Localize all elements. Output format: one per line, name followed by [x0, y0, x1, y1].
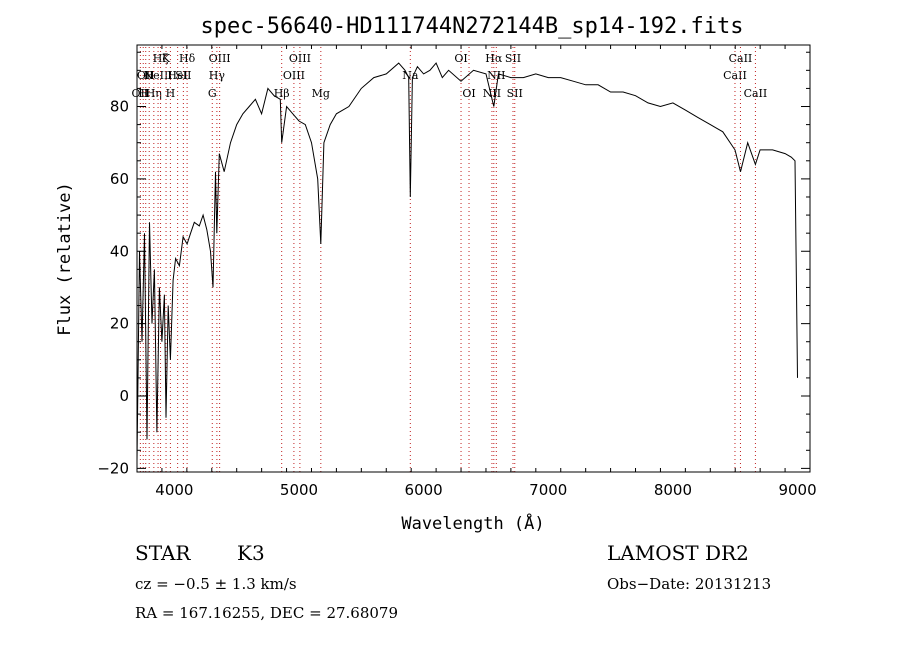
line-marker-label: SII	[175, 69, 191, 82]
line-marker-label: SII	[505, 52, 521, 65]
line-marker-label: OI	[462, 87, 475, 100]
line-marker-label: OIII	[289, 52, 311, 65]
line-marker-label: Hδ	[179, 52, 196, 65]
line-marker-label: HeI	[167, 69, 187, 82]
chart-title: spec-56640-HD111744N272144B_sp14-192.fit…	[200, 14, 743, 39]
y-tick-label: 60	[110, 170, 129, 188]
line-marker-label: OII	[132, 87, 150, 100]
x-tick-label: 4000	[155, 481, 193, 499]
line-marker-label: H	[166, 87, 176, 100]
y-axis: −20 0 20 40 60 80	[97, 51, 810, 477]
line-marker-label: Hζ	[153, 52, 169, 65]
coordinates: RA = 167.16255, DEC = 27.68079	[135, 604, 399, 622]
line-marker-label: Hη	[146, 87, 162, 100]
line-marker-label: NII	[487, 69, 505, 82]
x-axis-label: Wavelength (Å)	[401, 512, 544, 534]
survey-name: LAMOST DR2	[607, 541, 749, 565]
line-marker-label: Hβ	[274, 87, 290, 100]
obs-date: Obs−Date: 20131213	[607, 575, 772, 593]
y-tick-label: 20	[110, 315, 129, 333]
line-marker-label: OI	[454, 52, 467, 65]
line-marker-label: Na	[402, 69, 419, 82]
line-marker-label: OII	[137, 69, 155, 82]
line-marker-label: OIII	[209, 52, 231, 65]
line-marker-label: Mg	[312, 87, 330, 100]
line-marker-label: Hγ	[209, 69, 226, 82]
line-markers: OIIHOIIHHηNeIIIHζKHHeISIIHδGHγOIIIHβOIII…	[132, 47, 768, 472]
x-tick-label: 5000	[280, 481, 318, 499]
line-marker-label: H	[144, 69, 154, 82]
spectrum-line	[136, 62, 798, 462]
line-marker-label: Hα	[485, 52, 503, 65]
x-tick-label: 8000	[654, 481, 692, 499]
subclass: K3	[237, 541, 265, 565]
x-axis: 4000 5000 6000 7000 8000 9000	[136, 45, 817, 499]
line-marker-label: SII	[507, 87, 523, 100]
line-marker-label: CaII	[723, 69, 747, 82]
redshift-text: cz = −0.5 ± 1.3 km/s	[135, 575, 297, 593]
line-marker-label: CaII	[744, 87, 768, 100]
line-marker-label: CaII	[729, 52, 753, 65]
line-marker-label: K	[162, 52, 171, 65]
line-marker-label: NeIII	[143, 69, 172, 82]
y-axis-label: Flux (relative)	[55, 182, 75, 336]
line-marker-label: G	[208, 87, 217, 100]
x-tick-label: 9000	[778, 481, 816, 499]
x-tick-label: 7000	[529, 481, 567, 499]
y-tick-label: −20	[97, 459, 129, 477]
y-tick-label: 40	[110, 242, 129, 260]
line-marker-label: H	[138, 87, 148, 100]
object-type: STAR	[135, 541, 191, 565]
plot-frame	[136, 44, 811, 473]
line-marker-label: OIII	[283, 69, 305, 82]
y-tick-label: 0	[119, 387, 129, 405]
y-tick-label: 80	[110, 98, 129, 116]
x-tick-label: 6000	[405, 481, 443, 499]
